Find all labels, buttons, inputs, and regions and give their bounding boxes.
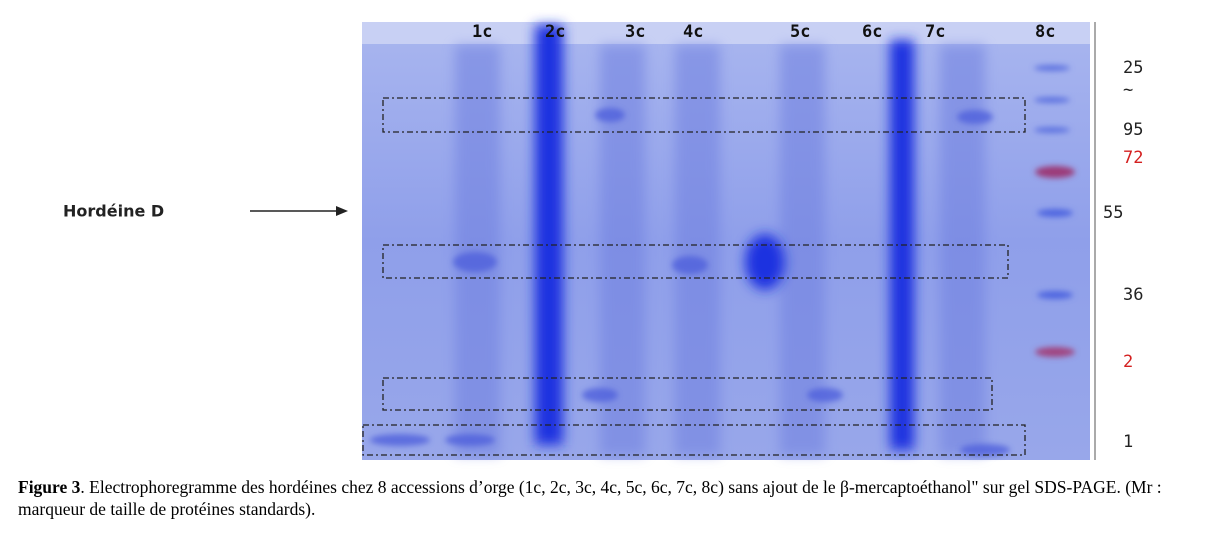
marker-label: 72 [1123, 148, 1143, 168]
figure: 1c 2c 3c 4c 5c 6c 7c 8c 25 ~ 95 72 55 36… [63, 22, 1143, 460]
gel [362, 22, 1096, 460]
marker-labels: 25 ~ 95 72 55 36 2 1 [1103, 58, 1143, 452]
annotation: Hordéine D [63, 202, 164, 221]
lane-label: 3c [625, 22, 645, 42]
caption-label: Figure 3 [18, 477, 81, 497]
lane-label: 8c [1035, 22, 1055, 42]
lane-label: 2c [545, 22, 565, 42]
marker-label: 1 [1123, 432, 1133, 452]
lane-labels: 1c 2c 3c 4c 5c 6c 7c 8c [472, 22, 1055, 42]
caption: Figure 3. Electrophoregramme des hordéin… [18, 476, 1203, 520]
lane-label: 1c [472, 22, 492, 42]
marker-label: 25 [1123, 58, 1143, 78]
arrow-head [336, 206, 348, 216]
lane-label: 5c [790, 22, 810, 42]
caption-text: . Electrophoregramme des hordéines chez … [18, 477, 1162, 519]
marker-label: 2 [1123, 352, 1133, 372]
lane-label: 7c [925, 22, 945, 42]
marker-label: 36 [1123, 285, 1143, 305]
marker-label: 55 [1103, 203, 1123, 223]
lane-label: 4c [683, 22, 703, 42]
marker-label: 95 [1123, 120, 1143, 140]
lane-label: 6c [862, 22, 882, 42]
marker-label: ~ [1123, 80, 1133, 100]
